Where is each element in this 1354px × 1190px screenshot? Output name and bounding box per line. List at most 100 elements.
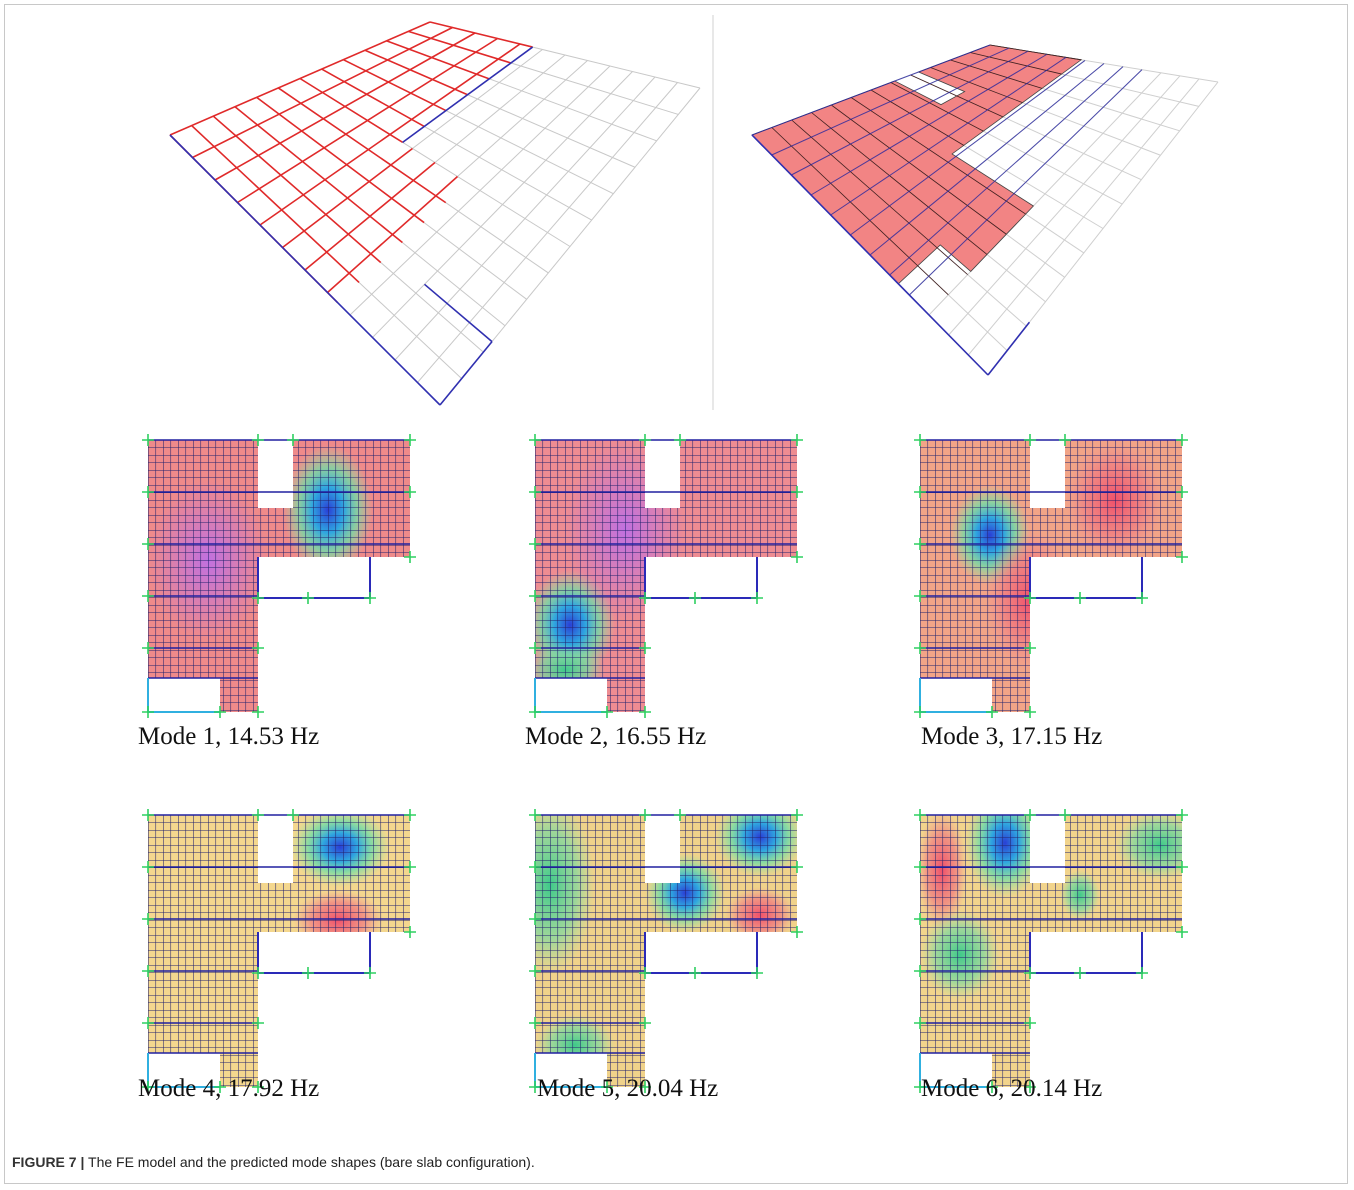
support-marker [751,967,763,979]
support-marker [1176,861,1188,873]
support-marker [914,809,926,821]
support-marker [529,913,541,925]
support-marker [639,434,651,446]
support-marker [142,913,154,925]
model-line [869,63,1105,256]
support-marker [914,434,926,446]
support-marker [214,1081,226,1093]
mode-label: Mode 5, 20.04 Hz [537,1075,718,1102]
support-marker [751,592,763,604]
support-marker [639,967,651,979]
support-marker [914,861,926,873]
support-marker [639,1081,651,1093]
support-marker [142,965,154,977]
support-marker [914,1017,926,1029]
support-marker [252,967,264,979]
model-line [402,46,534,143]
mode-label: Mode 2, 16.55 Hz [525,723,706,750]
support-marker [529,861,541,873]
support-marker [529,706,541,718]
support-marker [1024,809,1036,821]
caption: FIGURE 7 | The FE model and the predicte… [12,1154,535,1170]
support-marker [364,967,376,979]
plan-outline [257,557,371,599]
support-marker [1176,926,1188,938]
support-marker [404,926,416,938]
support-marker [404,434,416,446]
support-marker [601,706,613,718]
model-line [192,26,453,159]
plan-outline [1029,557,1143,599]
support-marker [529,434,541,446]
plan-outline [1029,932,1143,974]
mode-plan [529,434,803,718]
plan-outline [644,557,758,599]
support-marker [791,861,803,873]
model-line [423,283,493,343]
support-marker [302,967,314,979]
support-marker [529,486,541,498]
support-marker [302,592,314,604]
support-marker [142,434,154,446]
model-line [429,21,533,48]
support-marker [1024,434,1036,446]
model-line [169,134,441,406]
model-line [908,69,1143,296]
model-line [771,127,949,296]
model-line [282,147,413,249]
model-line [326,175,459,294]
model-line [830,56,1067,216]
support-marker [252,642,264,654]
mode-label: Mode 3, 17.15 Hz [921,723,1102,750]
support-marker [601,1081,613,1093]
support-marker [1059,434,1071,446]
support-marker [287,809,299,821]
support-marker [914,706,926,718]
plan-surface [920,815,1182,1087]
support-marker [529,965,541,977]
support-marker [142,1017,154,1029]
support-marker [1176,809,1188,821]
figure: Mode 1, 14.53 Hz Mode 2, 16.55 Hz Mode 3, … [138,15,1219,1102]
model-line [850,97,1026,215]
model-line [811,112,988,255]
caption-label: FIGURE 7 | [12,1154,85,1170]
support-marker [364,592,376,604]
support-marker [404,551,416,563]
support-marker [252,592,264,604]
fe-model-views [169,21,1219,406]
support-marker [529,538,541,550]
model-line [394,76,656,361]
model-line [810,53,1048,196]
mode-label: Mode 6, 20.14 Hz [921,1075,1102,1102]
model-line [237,37,498,204]
model-line [791,50,1029,176]
model-line [831,104,1007,235]
caption-text: The FE model and the predicted mode shap… [88,1154,535,1170]
support-marker [791,551,803,563]
model-line [212,115,382,264]
support-marker [639,642,651,654]
model-line [967,78,1200,356]
support-marker [914,642,926,654]
mode-shapes: Mode 1, 14.53 Hz Mode 2, 16.55 Hz Mode 3, … [138,434,1188,1102]
model-line [234,106,403,244]
support-marker [252,706,264,718]
model-region [751,44,1083,285]
model-line [342,58,447,112]
support-marker [1176,486,1188,498]
model-line [751,44,991,136]
model-line [299,77,404,144]
model-line [169,21,431,136]
model-line [889,66,1124,276]
mode-label: Mode 4, 17.92 Hz [138,1075,319,1102]
support-marker [639,809,651,821]
support-marker [1136,592,1148,604]
model-line [386,40,490,80]
support-marker [1059,809,1071,821]
support-marker [214,706,226,718]
support-marker [529,809,541,821]
support-marker [689,967,701,979]
mode-plan [142,809,416,1093]
plan-outline [257,932,371,974]
